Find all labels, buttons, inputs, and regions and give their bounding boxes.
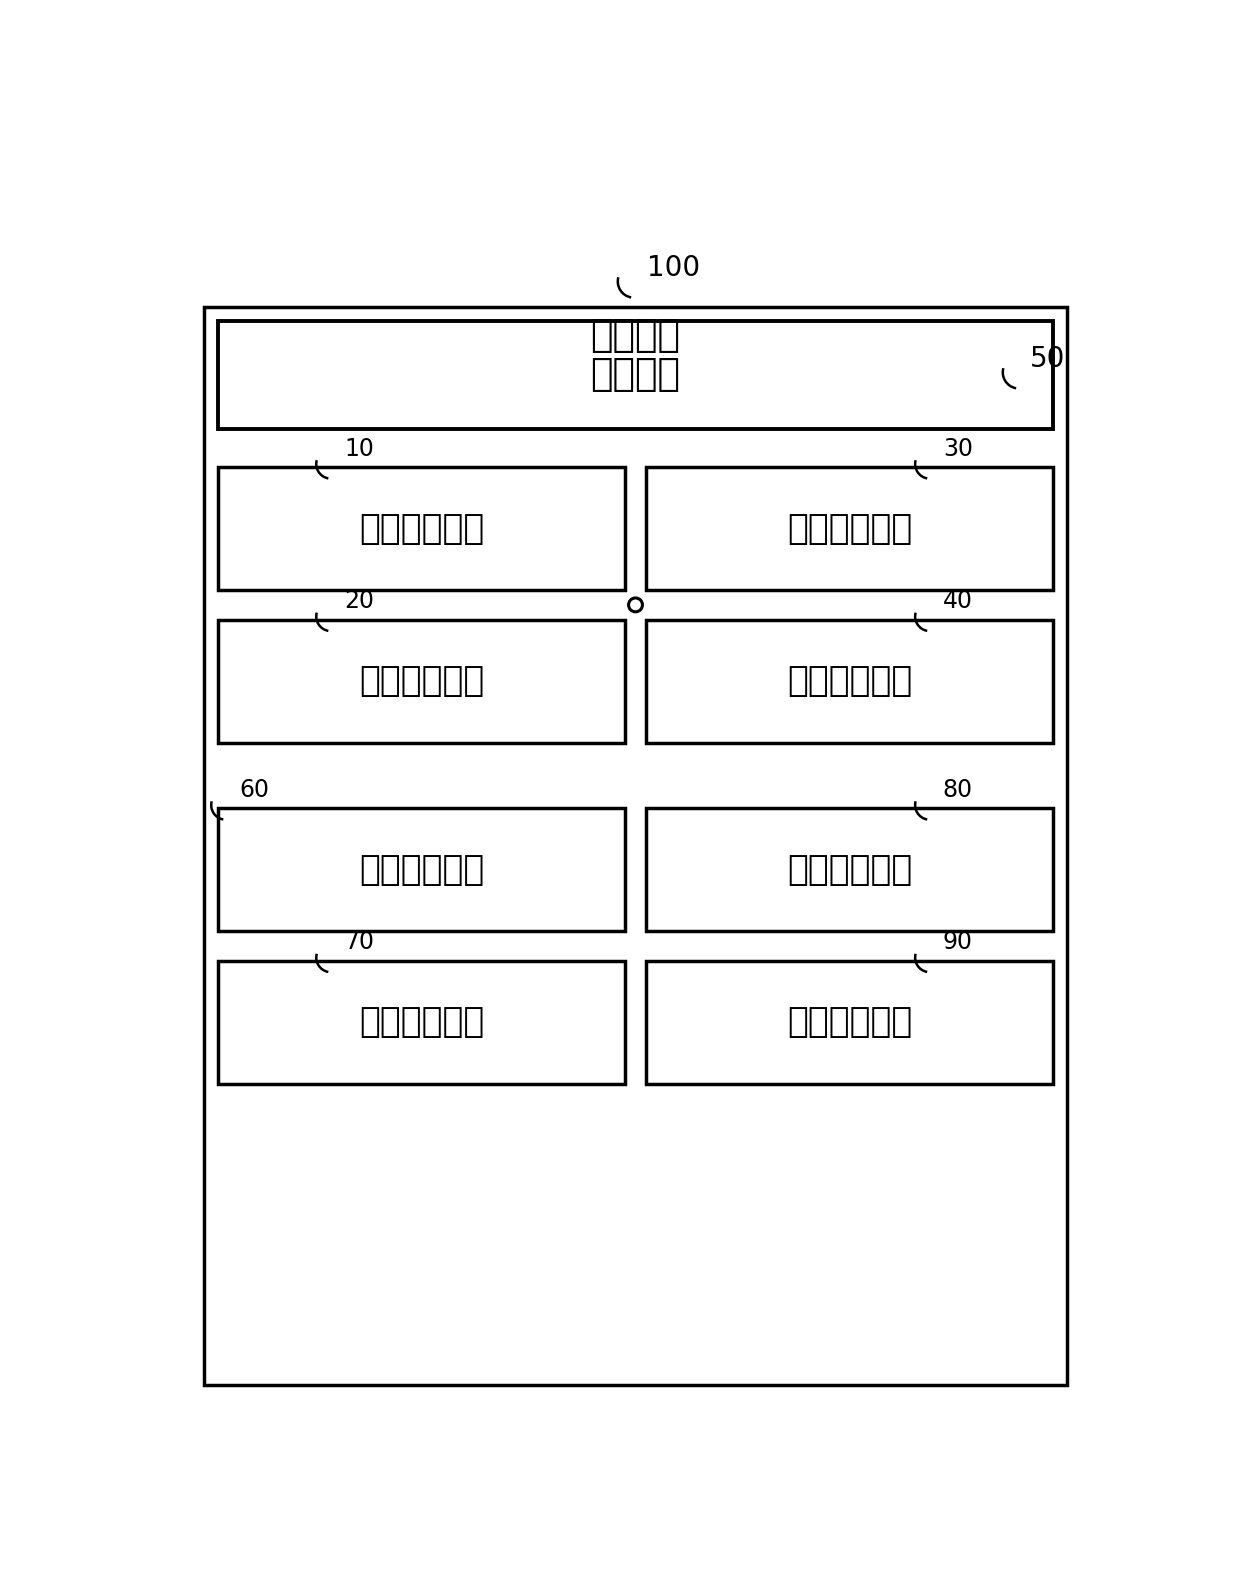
Text: 30: 30: [942, 437, 973, 461]
Text: 标签显示模块: 标签显示模块: [358, 853, 484, 887]
Text: 80: 80: [942, 778, 973, 802]
Text: 60: 60: [239, 778, 269, 802]
Text: 设置模块: 设置模块: [590, 357, 681, 392]
Text: 100: 100: [647, 254, 701, 282]
Text: 通信终端: 通信终端: [590, 317, 681, 354]
Bar: [218, 619, 625, 743]
Bar: [646, 809, 1053, 931]
Text: 50: 50: [1029, 345, 1065, 373]
Bar: [646, 960, 1053, 1085]
Text: 合并提示模块: 合并提示模块: [358, 512, 484, 545]
Text: 标签处理模块: 标签处理模块: [358, 1005, 484, 1040]
Circle shape: [629, 598, 642, 612]
Text: 拆分提示模块: 拆分提示模块: [787, 512, 913, 545]
Bar: [646, 467, 1053, 590]
Bar: [218, 467, 625, 590]
Bar: [218, 960, 625, 1085]
Bar: [218, 321, 1053, 429]
Text: 区分显示模块: 区分显示模块: [787, 853, 913, 887]
Text: 20: 20: [343, 589, 374, 612]
Text: 40: 40: [942, 589, 973, 612]
Text: 信息回复模块: 信息回复模块: [787, 1005, 913, 1040]
Text: 拆分处理模块: 拆分处理模块: [787, 664, 913, 699]
Text: 10: 10: [343, 437, 373, 461]
Text: 合并处理模块: 合并处理模块: [358, 664, 484, 699]
Bar: [646, 619, 1053, 743]
Text: 70: 70: [343, 930, 374, 954]
Bar: [205, 306, 1066, 1384]
Text: 90: 90: [942, 930, 973, 954]
Bar: [218, 809, 625, 931]
